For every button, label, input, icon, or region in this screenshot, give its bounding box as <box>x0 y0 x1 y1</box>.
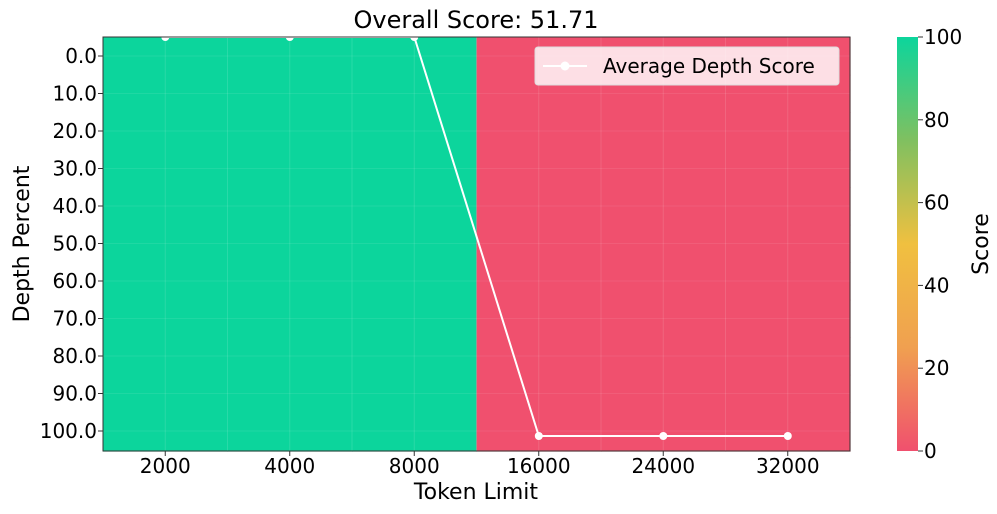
heatmap-cell <box>476 224 602 263</box>
heatmap-cell <box>601 337 727 376</box>
x-axis: 2000 4000 8000 16000 24000 32000 <box>140 451 820 478</box>
heatmap-cell <box>476 112 602 151</box>
legend-box <box>534 46 840 86</box>
heatmap-cell <box>601 112 727 151</box>
y-tick-label: 40.0 <box>52 194 97 218</box>
heatmap-cell <box>725 262 851 301</box>
heatmap-cell <box>227 299 353 338</box>
x-tick-label: 2000 <box>140 454 191 478</box>
heatmap-cell <box>601 262 727 301</box>
heatmap-cell <box>227 112 353 151</box>
legend: Average Depth Score <box>534 46 840 86</box>
y-tick-label: 60.0 <box>52 269 97 293</box>
heatmap-cell <box>352 224 478 263</box>
colorbar: 0 20 40 60 80 100 Score <box>897 25 994 463</box>
heatmap-cell <box>725 412 851 452</box>
heatmap-cell <box>352 74 478 113</box>
colorbar-label: Score <box>969 213 994 275</box>
heatmap-cell <box>725 374 851 413</box>
heatmap-cell <box>227 337 353 376</box>
heatmap-cell <box>476 374 602 413</box>
y-tick-label: 10.0 <box>52 82 97 106</box>
heatmap-cell <box>725 224 851 263</box>
heatmap-cell <box>476 412 602 452</box>
y-tick-label: 80.0 <box>52 344 97 368</box>
heatmap-cell <box>227 74 353 113</box>
x-tick-label: 8000 <box>389 454 440 478</box>
heatmap-cell <box>601 374 727 413</box>
heatmap-cell <box>227 187 353 226</box>
heatmap-cell <box>352 112 478 151</box>
heatmap-cell <box>725 187 851 226</box>
x-tick-label: 24000 <box>631 454 695 478</box>
heatmap-cell <box>601 224 727 263</box>
colorbar-ticks: 0 20 40 60 80 100 <box>918 25 962 463</box>
legend-marker <box>560 61 570 71</box>
average-depth-point <box>659 432 668 440</box>
heatmap-cell <box>476 187 602 226</box>
heatmap-cell <box>352 412 478 452</box>
heatmap-cell <box>476 262 602 301</box>
colorbar-tick-label: 20 <box>924 356 949 380</box>
y-tick-label: 0.0 <box>65 44 97 68</box>
heatmap-cell <box>103 412 229 452</box>
heatmap-cell <box>601 149 727 188</box>
heatmap-cell <box>103 37 229 76</box>
heatmap-cell <box>227 262 353 301</box>
heatmap-cell <box>103 187 229 226</box>
heatmap-cell <box>352 337 478 376</box>
colorbar-tick-label: 60 <box>924 191 949 215</box>
chart-title: Overall Score: 51.71 <box>353 6 598 34</box>
heatmap-cell <box>352 262 478 301</box>
heatmap-cell <box>103 224 229 263</box>
heatmap-cell <box>352 299 478 338</box>
colorbar-tick-label: 0 <box>924 439 937 463</box>
x-tick-label: 4000 <box>264 454 315 478</box>
x-tick-label: 32000 <box>756 454 820 478</box>
heatmap-cell <box>227 37 353 76</box>
colorbar-tick-label: 80 <box>924 108 949 132</box>
heatmap-cell <box>476 149 602 188</box>
y-tick-label: 70.0 <box>52 307 97 331</box>
heatmap-cell <box>103 262 229 301</box>
grid <box>103 37 850 451</box>
y-axis: 0.0 10.0 20.0 30.0 40.0 50.0 60.0 70.0 80.0 90.0 1… <box>40 44 103 443</box>
heatmap-cell <box>103 149 229 188</box>
average-depth-point <box>783 432 792 440</box>
heatmap-cell <box>103 112 229 151</box>
x-axis-label: Token Limit <box>413 480 539 505</box>
x-tick-label: 16000 <box>507 454 571 478</box>
legend-label: Average Depth Score <box>603 54 815 78</box>
heatmap-cell <box>227 149 353 188</box>
heatmap-cell <box>601 412 727 452</box>
average-depth-point <box>534 432 543 440</box>
y-tick-label: 20.0 <box>52 119 97 143</box>
colorbar-tick-label: 40 <box>924 273 949 297</box>
heatmap-cell <box>103 374 229 413</box>
heatmap-cell <box>352 37 478 76</box>
heatmap-cell <box>725 149 851 188</box>
heatmap-cell <box>103 337 229 376</box>
colorbar-tick-label: 100 <box>924 25 962 49</box>
heatmap-cell <box>352 374 478 413</box>
y-tick-label: 30.0 <box>52 157 97 181</box>
heatmap-cell <box>476 337 602 376</box>
y-tick-label: 100.0 <box>40 419 97 443</box>
y-axis-label: Depth Percent <box>10 165 35 322</box>
heatmap-cell <box>227 374 353 413</box>
heatmap-cell <box>352 187 478 226</box>
heatmap-cell <box>103 299 229 338</box>
heatmap-cell <box>601 187 727 226</box>
heatmap-cell <box>601 299 727 338</box>
heatmap-cell <box>725 337 851 376</box>
y-tick-label: 50.0 <box>52 232 97 256</box>
heatmap-cell <box>227 412 353 452</box>
heatmap-cell <box>725 299 851 338</box>
y-tick-label: 90.0 <box>52 382 97 406</box>
heatmap-cell <box>725 112 851 151</box>
colorbar-gradient <box>897 37 918 451</box>
heatmap-cell <box>227 224 353 263</box>
heatmap-cell <box>103 74 229 113</box>
